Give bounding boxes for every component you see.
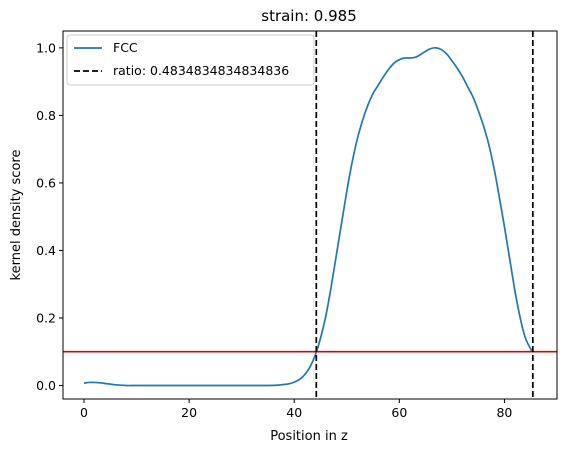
- x-axis: 0 20 40 60 80: [80, 399, 512, 420]
- x-tick-label: 20: [181, 405, 197, 420]
- plot-content: [63, 31, 557, 399]
- x-tick-label: 80: [496, 405, 512, 420]
- y-tick-label: 0.6: [36, 175, 56, 190]
- x-axis-label: Position in z: [270, 429, 348, 444]
- legend: FCC ratio: 0.4834834834834836: [66, 34, 315, 86]
- series-line-fcc: [83, 46, 534, 387]
- y-tick-label: 0.0: [36, 378, 56, 393]
- legend-box: [66, 34, 315, 86]
- legend-label-fcc: FCC: [113, 40, 138, 55]
- x-tick-label: 0: [80, 405, 88, 420]
- y-tick-label: 0.4: [36, 243, 56, 258]
- x-tick-label: 60: [391, 405, 407, 420]
- y-tick-label: 1.0: [36, 40, 56, 55]
- y-tick-label: 0.2: [36, 310, 56, 325]
- x-tick-label: 40: [286, 405, 302, 420]
- y-tick-label: 0.8: [36, 108, 56, 123]
- legend-label-ratio: ratio: 0.4834834834834836: [113, 63, 289, 78]
- plot-frame: [62, 30, 558, 400]
- y-axis: 0.0 0.2 0.4 0.6 0.8 1.0: [36, 40, 63, 393]
- y-axis-label: kernel density score: [9, 150, 24, 281]
- plot-area: [63, 31, 557, 399]
- chart-title: strain: 0.985: [261, 7, 357, 25]
